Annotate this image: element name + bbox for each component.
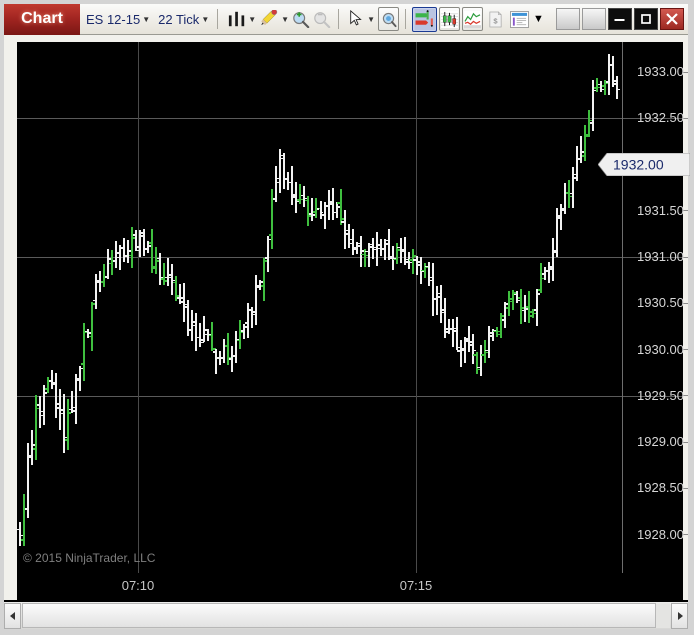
svg-text:1932.00: 1932.00 bbox=[613, 156, 664, 172]
